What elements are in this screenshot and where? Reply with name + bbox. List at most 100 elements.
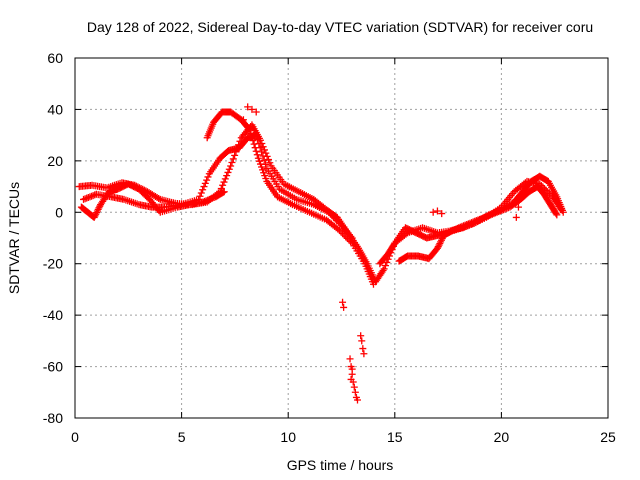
data-point-track-b [326, 210, 334, 218]
data-point-track-f [436, 239, 444, 247]
data-point-outliers-low [357, 332, 365, 340]
data-point-track-b [197, 189, 205, 197]
data-point-track-a [155, 194, 163, 202]
data-point-track-b [333, 216, 341, 224]
data-point-track-c [249, 137, 257, 145]
plot-frame [74, 57, 609, 419]
data-point-track-c [247, 130, 255, 138]
data-point-outliers-low [346, 355, 354, 363]
data-point-track-c [337, 228, 345, 236]
data-point-track-c [343, 234, 351, 242]
data-point-track-d [94, 205, 102, 213]
data-point-track-f [434, 243, 442, 251]
data-point-track-b [331, 215, 339, 223]
data-point-track-a [381, 262, 389, 270]
data-point-track-b [325, 208, 333, 216]
data-point-outliers-low [360, 350, 368, 358]
data-point-track-c [340, 231, 348, 239]
x-axis-label: GPS time / hours [287, 457, 394, 473]
data-point-track-a [266, 159, 274, 167]
data-point-track-c [335, 226, 343, 234]
data-point-track-a [383, 258, 391, 266]
data-point-track-g [438, 210, 446, 218]
x-tick-label: 25 [600, 429, 616, 445]
data-point-track-f [435, 241, 443, 249]
data-point-track-b [254, 135, 262, 143]
data-point-track-a [229, 155, 237, 163]
x-tick-label: 0 [71, 429, 79, 445]
data-point-track-a [225, 165, 233, 173]
ticks: 0 5 10 15 20 25 60 40 20 0 -20 -40 -60 -80 [43, 50, 616, 445]
data-point-track-c [347, 238, 355, 246]
data-point-track-e [552, 210, 560, 218]
data-point-track-c [246, 126, 254, 134]
data-point-track-g [433, 207, 441, 215]
data-point-track-f [483, 212, 491, 220]
data-point-track-e [553, 211, 561, 219]
data-point-track-b [330, 213, 338, 221]
data-point-track-g [429, 208, 437, 216]
data-point-outliers-low [339, 298, 347, 306]
data-point-track-d [91, 212, 99, 220]
data-point-track-c [248, 133, 256, 141]
data-point-track-a [379, 266, 387, 274]
data-point-track-c [251, 144, 259, 152]
data-point-outliers-low [350, 383, 358, 391]
data-point-track-b [328, 212, 336, 219]
data-point-track-b [203, 176, 211, 184]
data-point-track-f [438, 235, 446, 243]
y-axis-label: SDTVAR / TECUs [6, 182, 22, 294]
data-point-outliers-low [359, 345, 367, 353]
data-point-outliers-high [244, 103, 252, 111]
x-tick-label: 20 [494, 429, 510, 445]
data-point-track-b [204, 173, 212, 181]
x-tick-label: 5 [178, 429, 186, 445]
grid [75, 58, 608, 418]
data-point-track-b [201, 179, 209, 187]
data-point-track-a [228, 158, 236, 166]
data-point-track-a [220, 178, 228, 186]
data-point-track-a [380, 265, 388, 273]
data-point-track-c [369, 280, 377, 288]
data-point-track-a [231, 151, 239, 159]
data-point-track-f [559, 208, 567, 216]
x-tick-label: 10 [280, 429, 296, 445]
data-point-track-a [221, 175, 229, 183]
data-point-track-f [433, 244, 441, 252]
y-tick-label: -40 [43, 307, 63, 323]
data-point-track-c [245, 125, 253, 133]
data-point-outliers-low [340, 303, 348, 311]
data-point-outliers-low [358, 337, 366, 345]
y-tick-label: 0 [55, 204, 63, 220]
data-point-outliers-low [353, 396, 361, 404]
data-point-track-c [252, 147, 260, 155]
y-tick-label: -20 [43, 256, 63, 272]
data-point-track-c [342, 233, 350, 241]
data-point-track-a [227, 162, 235, 170]
data-point-track-d [95, 204, 103, 212]
data-point-track-f [437, 236, 445, 244]
data-point-outliers-high [248, 105, 256, 113]
chart-title: Day 128 of 2022, Sidereal Day-to-day VTE… [87, 19, 593, 35]
data-point-track-b [252, 131, 260, 139]
data-point-track-a [224, 168, 232, 176]
y-tick-label: 20 [47, 153, 63, 169]
y-tick-label: -60 [43, 359, 63, 375]
x-tick-label: 15 [387, 429, 403, 445]
data-point-outliers-high [239, 116, 247, 124]
data-point-track-b [199, 186, 207, 194]
data-point-outliers-high [252, 108, 260, 116]
data-point-track-c [339, 230, 347, 237]
data-point-track-g [512, 213, 520, 221]
y-tick-label: -80 [43, 410, 63, 426]
data-point-track-b [200, 183, 208, 191]
y-tick-label: 40 [47, 101, 63, 117]
data-point-track-b [259, 152, 267, 160]
data-point-track-c [253, 151, 261, 159]
data-point-track-f [437, 238, 445, 246]
data-points [75, 103, 567, 404]
data-point-track-a [223, 172, 231, 180]
data-point-track-d [93, 209, 101, 217]
data-point-track-d [92, 210, 100, 218]
